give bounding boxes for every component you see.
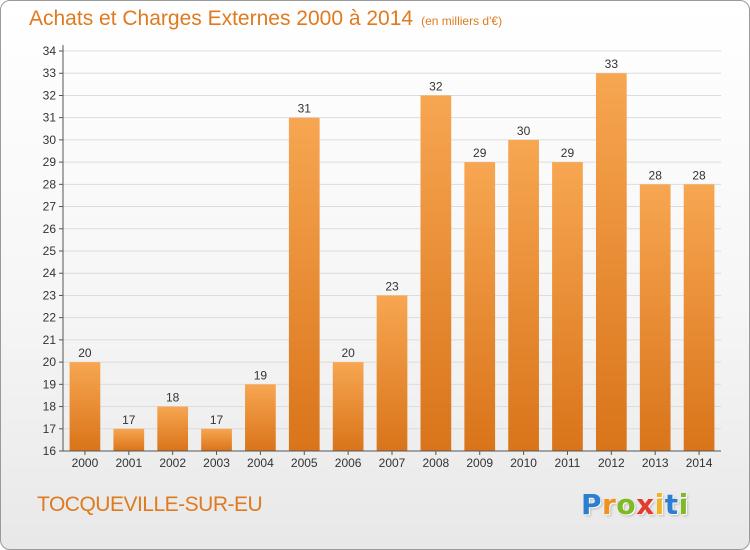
y-tick-label: 23 (43, 288, 57, 302)
bar (595, 73, 627, 451)
logo-letter: P (581, 488, 603, 521)
bar (552, 162, 583, 451)
y-tick-label: 31 (43, 111, 57, 125)
x-tick-label: 2001 (115, 456, 142, 470)
data-label: 30 (517, 124, 531, 138)
x-tick-label: 2006 (335, 456, 362, 470)
y-tick-label: 17 (43, 422, 57, 436)
data-label: 29 (561, 146, 575, 160)
bar (245, 384, 276, 451)
bar (683, 184, 715, 452)
data-label: 18 (166, 391, 180, 405)
x-tick-label: 2007 (379, 456, 406, 470)
x-tick-label: 2012 (598, 456, 625, 470)
bar (508, 139, 539, 451)
data-label: 17 (122, 413, 136, 427)
data-label: 17 (210, 413, 224, 427)
data-label: 31 (298, 102, 312, 116)
y-tick-label: 27 (43, 200, 57, 214)
data-label: 28 (692, 168, 706, 182)
proxiti-logo: Proxiti (581, 488, 689, 521)
logo-letter: r (602, 488, 617, 521)
x-tick-label: 2004 (247, 456, 274, 470)
bar (157, 406, 189, 451)
y-tick-label: 25 (43, 244, 57, 258)
y-tick-label: 32 (43, 88, 57, 102)
y-tick-label: 21 (43, 333, 57, 347)
bar (332, 362, 364, 451)
y-tick-label: 18 (43, 400, 57, 414)
y-tick-label: 22 (43, 311, 57, 325)
bar (69, 362, 101, 451)
bar (639, 184, 671, 452)
x-tick-label: 2002 (159, 456, 186, 470)
y-tick-label: 26 (43, 222, 57, 236)
bar (420, 95, 452, 451)
y-tick-label: 34 (43, 44, 57, 58)
x-tick-label: 2013 (642, 456, 669, 470)
logo-letter: i (678, 488, 689, 521)
x-tick-label: 2008 (423, 456, 450, 470)
bar (288, 117, 320, 452)
x-tick-label: 2009 (466, 456, 493, 470)
data-label: 23 (385, 279, 399, 293)
bars (69, 73, 715, 452)
x-tick-label: 2010 (510, 456, 537, 470)
bar (201, 428, 232, 451)
bar (113, 428, 145, 451)
data-label: 29 (473, 146, 487, 160)
y-tick-label: 33 (43, 66, 57, 80)
logo-letter: i (654, 488, 665, 521)
y-tick-label: 24 (43, 266, 57, 280)
x-tick-label: 2003 (203, 456, 230, 470)
y-tick-label: 20 (43, 355, 57, 369)
y-tick-label: 29 (43, 155, 57, 169)
data-labels: 20 17 18 17 19 31 20 23 32 29 30 29 33 28 28 (78, 57, 706, 427)
x-axis-ticks: 2000 2001 2002 2003 2004 2005 2006 2007 2008 2009… (72, 451, 713, 470)
x-tick-label: 2000 (72, 456, 99, 470)
x-tick-label: 2011 (555, 456, 581, 470)
y-tick-label: 28 (43, 177, 57, 191)
chart-title-text: Achats et Charges Externes 2000 à 2014 (29, 7, 414, 30)
y-tick-label: 19 (43, 377, 57, 391)
bar (464, 162, 496, 451)
data-label: 20 (78, 346, 92, 360)
data-label: 28 (649, 168, 663, 182)
data-label: 32 (429, 79, 443, 93)
bar (376, 295, 408, 451)
chart-title: Achats et Charges Externes 2000 à 2014 (e… (29, 7, 502, 31)
logo-letter: t (664, 488, 679, 521)
y-axis-ticks: 16 17 18 19 20 21 22 23 24 25 26 27 28 29 30 31 32 33 34 (43, 44, 63, 458)
axes (62, 45, 721, 452)
data-label: 19 (254, 368, 268, 382)
logo-letter: o (616, 488, 637, 521)
x-tick-label: 2005 (291, 456, 318, 470)
data-label: 33 (605, 57, 619, 71)
x-tick-label: 2014 (686, 456, 713, 470)
location-name: TOCQUEVILLE-SUR-EU (37, 493, 263, 516)
data-label: 20 (341, 346, 355, 360)
logo-letter: x (636, 488, 655, 521)
y-tick-label: 16 (43, 444, 57, 458)
y-tick-label: 30 (43, 133, 57, 147)
chart-unit-note: (en milliers d'€) (421, 14, 503, 28)
